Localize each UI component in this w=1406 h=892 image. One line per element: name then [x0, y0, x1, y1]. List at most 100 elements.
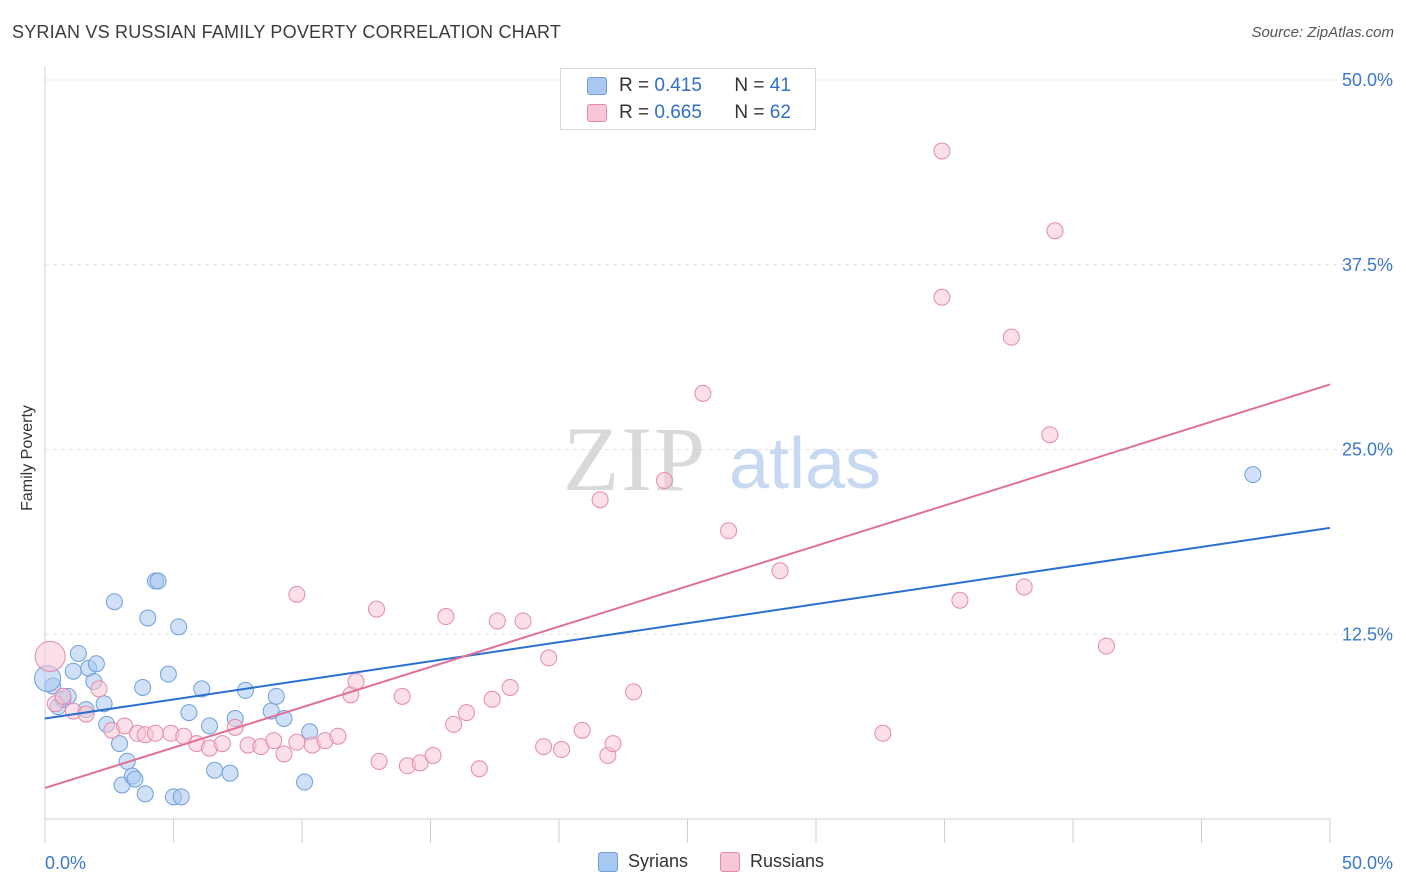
syrian-point-27 — [180, 704, 198, 722]
r-value: 0.415 — [654, 75, 702, 96]
tick-labels: 12.5% 25.0% 37.5% 50.0% 0.0% 50.0% — [45, 70, 1393, 873]
russian-point-61 — [1046, 222, 1064, 240]
syrian-point-30 — [206, 761, 224, 779]
watermark-atlas: atlas — [729, 424, 881, 504]
syrian-point-4 — [64, 662, 82, 680]
russians-trend-line — [44, 383, 1331, 789]
syrian-point-5 — [69, 644, 87, 662]
russian-point-15 — [213, 735, 231, 753]
n-value: 62 — [769, 102, 791, 123]
russian-point-55 — [933, 142, 951, 160]
syrian-point-26 — [172, 788, 190, 806]
syrian-point-13 — [111, 735, 129, 753]
syrian-point-9 — [87, 655, 105, 673]
russian-point-51 — [694, 384, 712, 402]
legend-item-syrians[interactable]: Syrians — [598, 851, 688, 872]
russian-point-33 — [424, 746, 442, 764]
russian-point-35 — [445, 715, 463, 733]
russian-point-5 — [90, 680, 108, 698]
russian-point-54 — [874, 724, 892, 742]
russian-point-46 — [591, 491, 609, 509]
stats-row-syrians: R = 0.415 N = 41 — [587, 74, 791, 98]
watermark: ZIP atlas — [563, 408, 881, 510]
syrian-point-28 — [193, 680, 211, 698]
y-tick-label-1: 25.0% — [1342, 440, 1393, 460]
x-tick-label-0: 0.0% — [45, 853, 86, 873]
russian-point-52 — [720, 522, 738, 540]
r-label: R = — [619, 102, 650, 123]
russian-point-32 — [411, 754, 429, 772]
syrians-trend-line — [44, 526, 1331, 720]
russian-point-27 — [347, 673, 365, 691]
syrian-point-34 — [267, 687, 285, 705]
russian-point-28 — [368, 600, 386, 618]
syrian-point-37 — [296, 773, 314, 791]
data-points — [34, 142, 1262, 806]
gridlines — [45, 79, 1392, 635]
watermark-zip: ZIP — [563, 408, 707, 510]
russian-point-40 — [501, 678, 519, 696]
russian-point-41 — [514, 612, 532, 630]
russian-point-20 — [275, 745, 293, 763]
syrian-point-23 — [159, 665, 177, 683]
russian-point-50 — [655, 472, 673, 490]
syrians-legend-swatch — [598, 851, 618, 872]
r-label: R = — [619, 75, 650, 96]
russian-point-43 — [540, 649, 558, 667]
russian-point-53 — [771, 562, 789, 580]
syrians-swatch — [587, 77, 607, 95]
russian-point-62 — [1097, 637, 1115, 655]
y-tick-label-2: 37.5% — [1342, 255, 1393, 275]
russian-point-36 — [457, 704, 475, 722]
russian-point-58 — [1002, 328, 1020, 346]
series-legend: Syrians Russians — [598, 851, 856, 872]
syrian-point-10 — [95, 695, 113, 713]
legend-item-russians[interactable]: Russians — [720, 851, 824, 872]
russian-point-48 — [604, 735, 622, 753]
russian-point-10 — [147, 724, 165, 742]
russians-swatch — [587, 104, 607, 122]
syrian-point-29 — [200, 717, 218, 735]
russian-point-42 — [535, 738, 553, 756]
russian-point-39 — [488, 612, 506, 630]
russian-point-37 — [470, 760, 488, 778]
russian-point-0 — [34, 640, 66, 672]
russian-point-45 — [573, 721, 591, 739]
russian-point-49 — [625, 683, 643, 701]
y-tick-label-3: 50.0% — [1342, 70, 1393, 90]
russian-point-25 — [329, 727, 347, 745]
syrian-point-19 — [136, 785, 154, 803]
n-value: 41 — [769, 75, 791, 96]
syrian-point-17 — [126, 770, 144, 788]
axes — [44, 66, 1331, 843]
legend-label-syrians: Syrians — [628, 851, 689, 871]
russian-point-60 — [1041, 426, 1059, 444]
russian-point-30 — [393, 687, 411, 705]
syrian-point-12 — [105, 593, 123, 611]
stats-legend: R = 0.415 N = 41 R = 0.665 N = 62 — [560, 68, 816, 130]
russians-legend-swatch — [720, 851, 741, 872]
russian-point-29 — [370, 752, 388, 770]
source-label: Source: ZipAtlas.com — [1251, 24, 1394, 41]
russian-point-57 — [951, 591, 969, 609]
russian-point-21 — [288, 733, 306, 751]
russian-point-44 — [553, 741, 571, 759]
russian-point-38 — [483, 690, 501, 708]
syrian-point-39 — [1244, 466, 1262, 484]
trend-lines — [44, 383, 1331, 789]
russian-point-22 — [288, 585, 306, 603]
y-tick-label-0: 12.5% — [1342, 624, 1393, 644]
stats-row-russians: R = 0.665 N = 62 — [587, 101, 791, 125]
n-label: N = — [734, 102, 765, 123]
chart-title: SYRIAN VS RUSSIAN FAMILY POVERTY CORRELA… — [12, 22, 562, 42]
russian-point-56 — [933, 288, 951, 306]
syrian-point-22 — [149, 572, 167, 590]
r-value: 0.665 — [654, 102, 702, 123]
syrian-point-20 — [139, 609, 157, 627]
n-label: N = — [734, 75, 765, 96]
syrian-point-18 — [134, 678, 152, 696]
x-tick-label-1: 50.0% — [1342, 853, 1393, 873]
syrian-point-25 — [170, 618, 188, 636]
russian-point-34 — [437, 608, 455, 626]
